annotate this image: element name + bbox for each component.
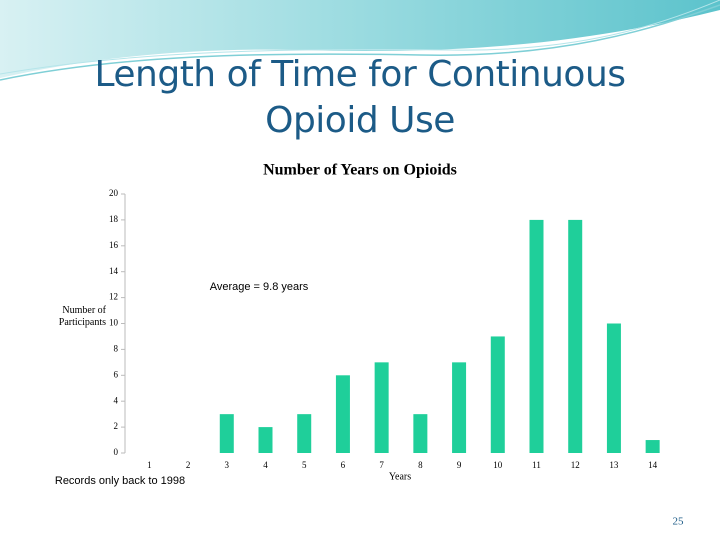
bar <box>606 323 621 453</box>
y-tick-label: 16 <box>109 240 119 250</box>
y-tick-label: 6 <box>114 369 119 379</box>
x-tick-label: 14 <box>648 460 658 470</box>
x-tick-label: 11 <box>532 460 541 470</box>
y-tick-label: 10 <box>109 318 119 328</box>
x-tick-label: 2 <box>186 460 191 470</box>
bar <box>374 362 389 453</box>
y-tick-label: 8 <box>114 343 119 353</box>
x-axis-label: Years <box>389 471 411 482</box>
bar <box>645 440 660 453</box>
note: Records only back to 1998 <box>55 475 185 487</box>
y-tick-label: 0 <box>114 447 119 457</box>
x-tick-label: 7 <box>379 460 384 470</box>
page-number: 25 <box>673 516 685 528</box>
bar <box>335 375 350 453</box>
y-axis-label: Number of Participants <box>58 305 106 328</box>
y-tick-label: 12 <box>109 292 118 302</box>
bar <box>452 362 467 453</box>
x-tick-label: 4 <box>263 460 268 470</box>
y-tick-label: 18 <box>109 214 119 224</box>
x-tick-label: 8 <box>418 460 423 470</box>
bar <box>568 219 583 453</box>
y-tick-label: 4 <box>114 395 119 405</box>
bar <box>258 427 273 453</box>
x-tick-label: 12 <box>571 460 580 470</box>
x-tick-label: 9 <box>457 460 462 470</box>
x-tick-label: 6 <box>341 460 346 470</box>
x-tick-label: 3 <box>225 460 230 470</box>
y-tick-label: 14 <box>109 266 119 276</box>
bar <box>297 414 312 453</box>
annotation: Average = 9.8 years <box>210 281 309 293</box>
bar <box>490 336 505 453</box>
y-tick-label: 20 <box>109 188 119 198</box>
x-tick-label: 5 <box>302 460 307 470</box>
wave-line <box>0 4 720 81</box>
bar <box>529 219 544 453</box>
wave-line <box>0 0 720 75</box>
slide-title: Length of Time for Continuous Opioid Use <box>94 54 626 141</box>
x-tick-label: 10 <box>493 460 503 470</box>
bar <box>413 414 428 453</box>
x-tick-label: 1 <box>147 460 152 470</box>
bar <box>219 414 234 453</box>
y-tick-label: 2 <box>114 421 119 431</box>
x-tick-label: 13 <box>609 460 619 470</box>
header-wave <box>0 0 720 78</box>
chart-title: Number of Years on Opioids <box>263 162 457 179</box>
